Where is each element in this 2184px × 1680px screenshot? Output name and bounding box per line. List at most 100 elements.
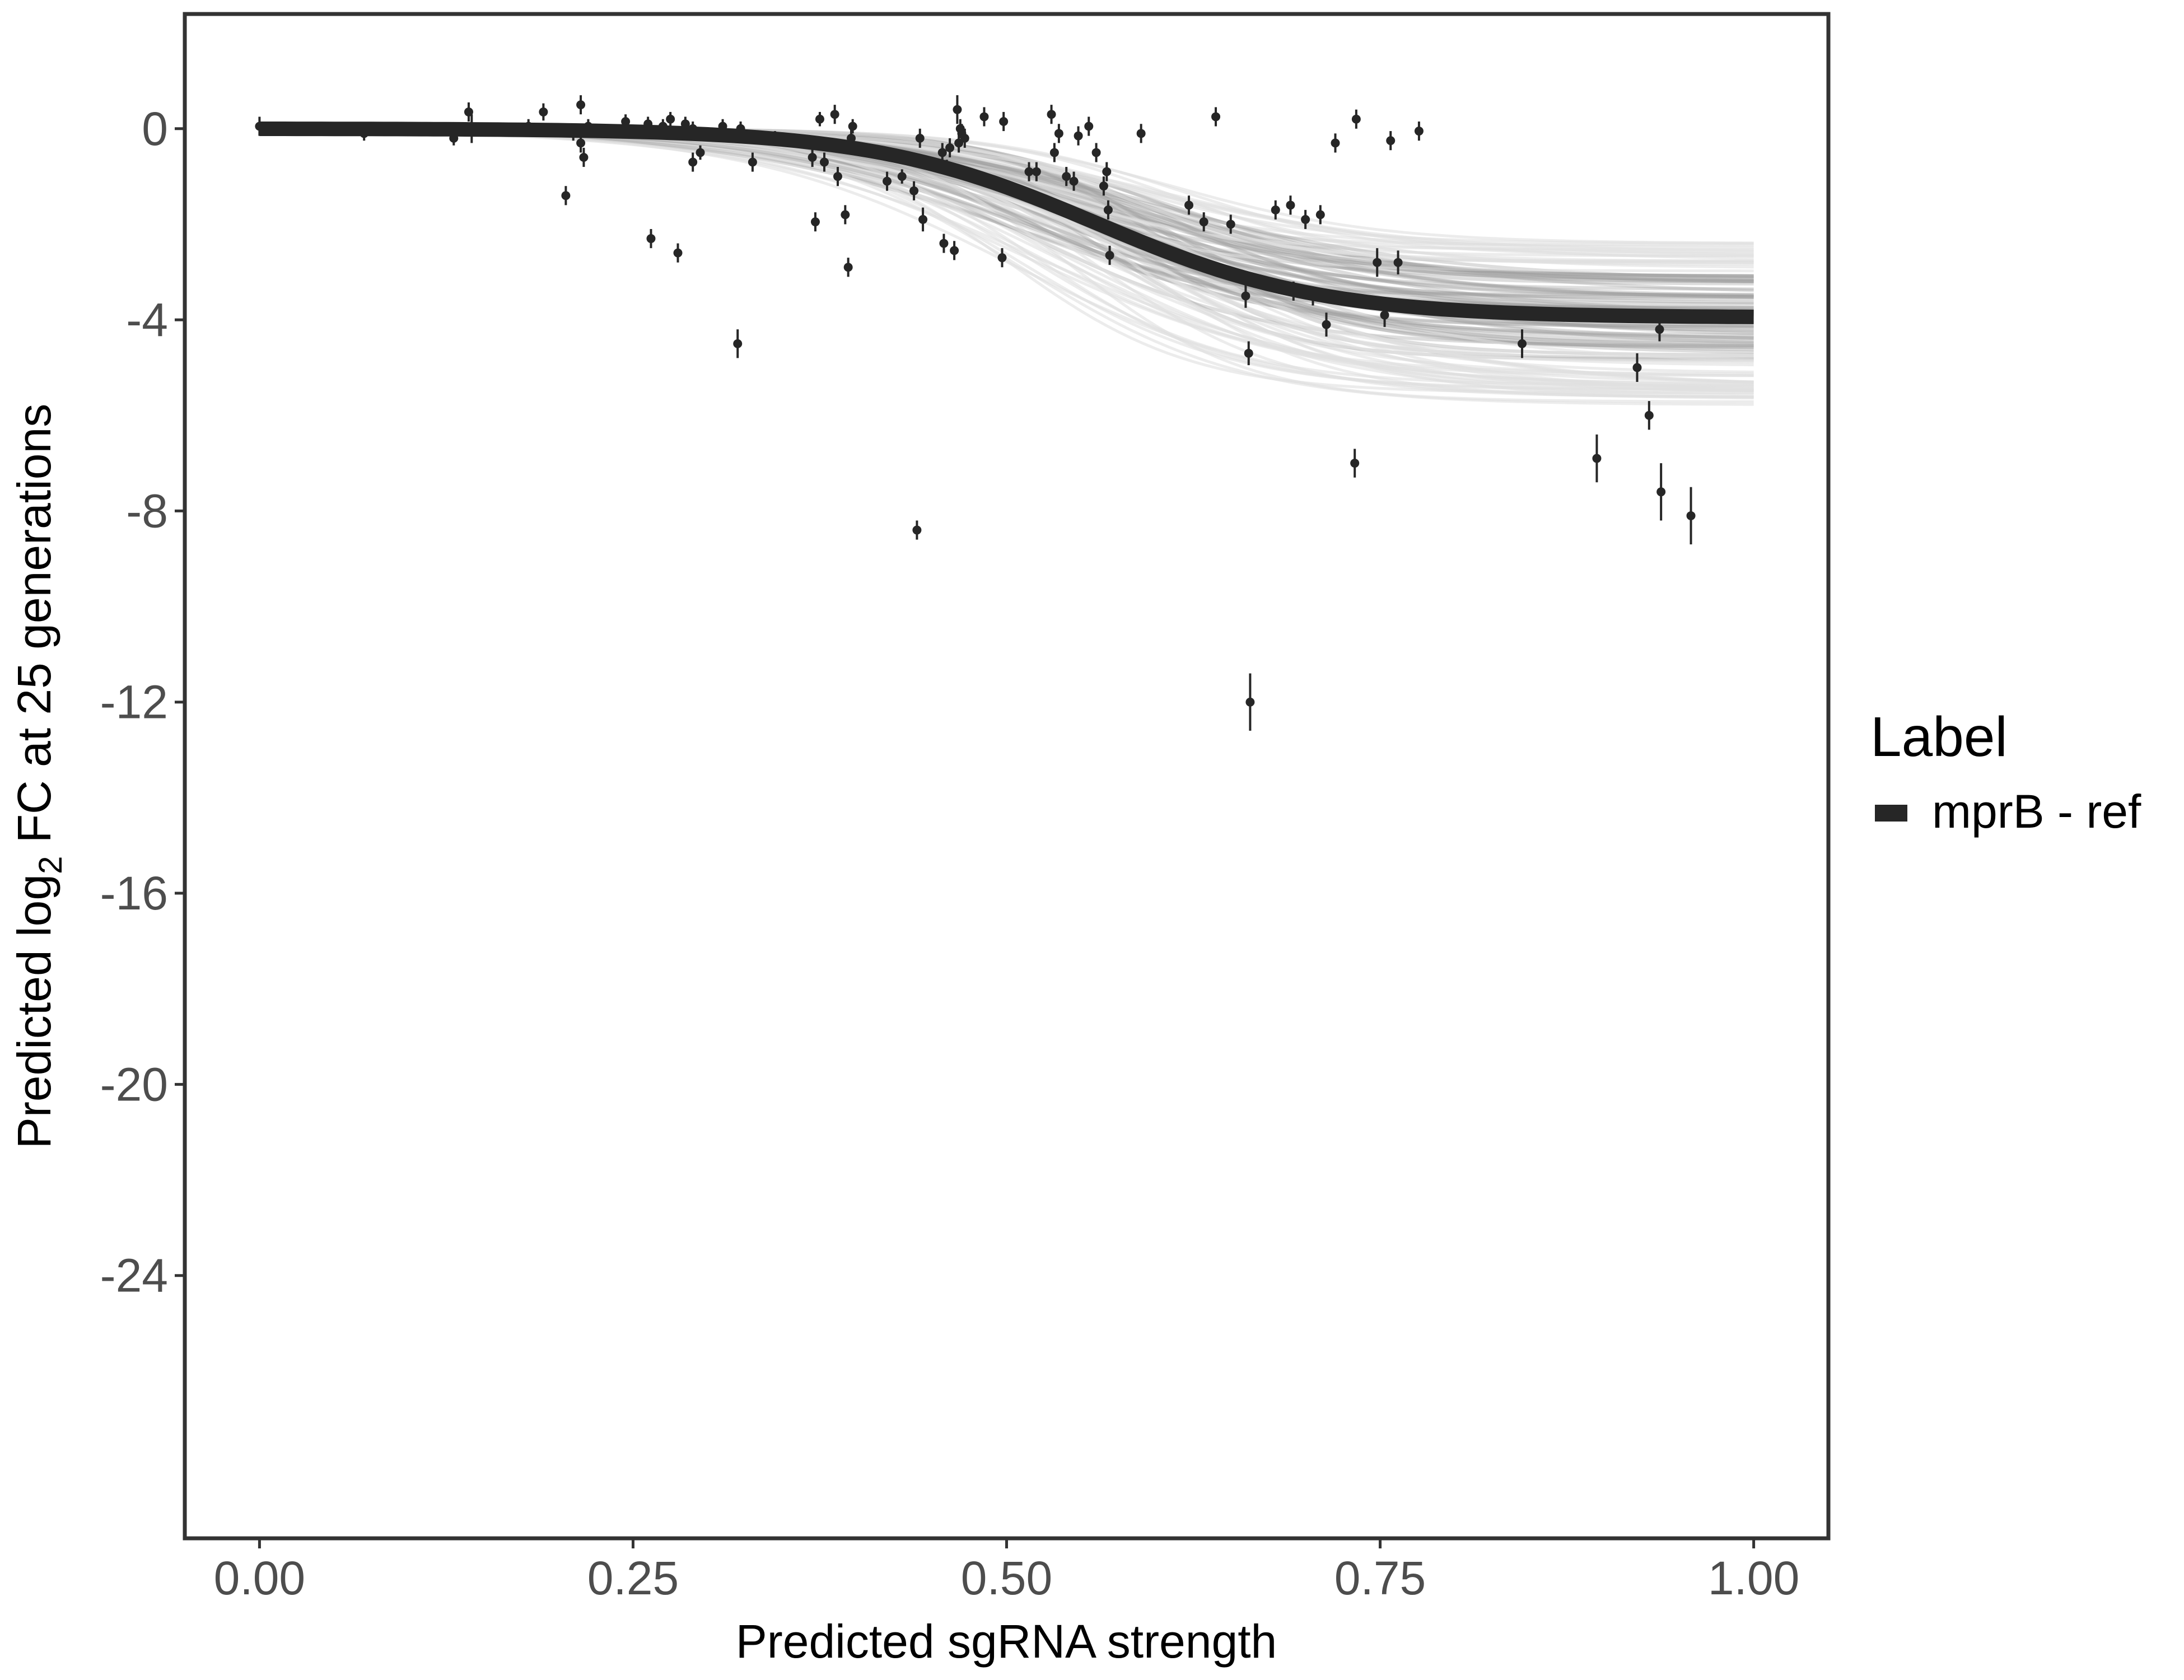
point-marker [255, 122, 264, 131]
data-point [666, 111, 675, 127]
point-marker [1105, 250, 1114, 260]
point-marker [918, 214, 928, 224]
point-marker [449, 133, 459, 143]
data-point [360, 126, 369, 141]
data-point [883, 171, 892, 191]
data-point [1351, 109, 1361, 129]
data-point [467, 114, 477, 143]
point-marker [568, 129, 578, 138]
data-point [1308, 286, 1318, 306]
data-point [979, 107, 989, 127]
data-point [292, 123, 302, 135]
data-point [770, 131, 780, 146]
point-marker [1308, 291, 1318, 301]
data-point [1632, 353, 1642, 382]
data-point [960, 128, 969, 148]
point-marker [1518, 339, 1527, 348]
point-marker [748, 157, 757, 167]
y-tick-label: -8 [126, 484, 168, 537]
point-marker [1241, 291, 1250, 301]
data-point [1136, 124, 1146, 143]
point-marker [464, 107, 473, 116]
data-point [579, 147, 589, 167]
point-marker [666, 114, 675, 124]
point-marker [688, 124, 698, 133]
y-tick-label: -12 [100, 676, 168, 729]
data-point [658, 119, 668, 134]
data-point [848, 119, 857, 134]
y-axis-title-subscript: 2 [32, 856, 69, 874]
point-marker [848, 122, 857, 131]
x-tick-label: 1.00 [1708, 1552, 1800, 1604]
data-point [1226, 214, 1235, 234]
point-marker [360, 129, 369, 138]
point-marker [1091, 148, 1101, 157]
data-point [897, 169, 907, 184]
point-marker [942, 162, 951, 172]
data-point [736, 121, 745, 136]
data-point [1655, 317, 1664, 342]
data-point [1393, 250, 1403, 275]
point-marker [770, 133, 780, 143]
y-tick-label: -4 [126, 293, 168, 346]
data-point [945, 138, 955, 157]
point-marker [621, 116, 631, 126]
data-point [1414, 121, 1424, 141]
data-point [942, 160, 951, 174]
data-point [815, 111, 824, 127]
data-point [561, 186, 571, 206]
data-point [912, 520, 922, 540]
data-point [808, 147, 817, 167]
x-tick-label: 0.00 [214, 1552, 306, 1604]
point-marker [658, 122, 668, 131]
point-marker [1054, 129, 1063, 138]
point-marker [1199, 217, 1208, 227]
point-marker [1373, 258, 1382, 267]
data-point [576, 95, 586, 115]
point-marker [1686, 511, 1696, 520]
point-marker [1351, 114, 1361, 124]
data-point [621, 114, 631, 129]
data-point [680, 116, 690, 132]
data-point [937, 143, 947, 162]
points-layer [255, 95, 1696, 731]
data-point [1271, 200, 1280, 220]
data-point [833, 167, 842, 186]
point-marker [1656, 487, 1666, 497]
data-point [1289, 281, 1298, 301]
data-point [1380, 303, 1389, 327]
point-marker [1414, 127, 1424, 136]
point-marker [939, 239, 949, 248]
x-axis-title: Predicted sgRNA strength [736, 1615, 1277, 1668]
point-marker [579, 152, 589, 162]
point-marker [1301, 214, 1310, 224]
data-point [915, 128, 925, 148]
point-marker [1211, 112, 1221, 122]
point-marker [1244, 348, 1253, 358]
data-point [1024, 162, 1034, 181]
point-marker [643, 119, 653, 129]
point-marker [843, 263, 853, 272]
data-point [830, 105, 839, 124]
data-point [673, 243, 683, 263]
fit-curve-layer [259, 122, 1754, 324]
data-point [1350, 449, 1360, 478]
point-marker [912, 525, 922, 535]
point-marker [1245, 697, 1255, 707]
point-marker [1331, 138, 1340, 148]
data-point [1518, 329, 1527, 358]
point-marker [815, 114, 824, 124]
point-marker [524, 122, 533, 131]
point-marker [292, 124, 302, 133]
data-point [584, 119, 593, 134]
x-tick-label: 0.75 [1334, 1552, 1426, 1604]
data-point [1245, 673, 1255, 731]
y-axis-title-pre: Predicted log [8, 874, 60, 1149]
data-point [568, 126, 578, 141]
data-point [1244, 341, 1253, 366]
fit-curve-line [259, 122, 1754, 324]
legend-title: Label [1870, 706, 2008, 768]
x-tick-label: 0.25 [587, 1552, 679, 1604]
data-point [688, 121, 698, 136]
point-marker [576, 100, 586, 110]
